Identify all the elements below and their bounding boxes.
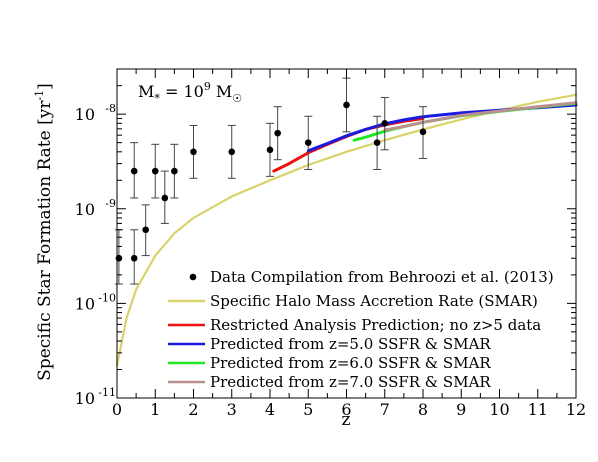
legend-label-smar: Specific Halo Mass Accretion Rate (SMAR) <box>210 292 538 310</box>
legend-label-z6: Predicted from z=6.0 SSFR & SMAR <box>210 354 491 372</box>
data-point <box>151 167 159 175</box>
x-tick-label: 12 <box>566 400 586 419</box>
annotation-exponent: 9 <box>204 80 211 93</box>
y-tick-label: 10 -10 <box>75 291 116 313</box>
y-axis-label-main: Specific Star Formation Rate [yr <box>35 100 55 381</box>
stellar-mass-annotation: M* = 109 M☉ <box>138 80 242 105</box>
data-point <box>142 226 149 234</box>
y-tick-label-exponent: -9 <box>105 197 116 210</box>
x-tick-label: 4 <box>265 400 275 419</box>
annotation-equals: = 10 <box>160 82 204 101</box>
x-tick-label: 6 <box>341 400 351 419</box>
y-tick-label-base: 10 <box>75 105 95 124</box>
data-point <box>381 120 389 127</box>
y-tick-label-exponent: -10 <box>98 291 116 304</box>
x-tick-label: 9 <box>456 400 466 419</box>
data-point <box>130 167 138 175</box>
y-tick-label-exponent: -11 <box>98 386 116 399</box>
x-tick-label: 7 <box>380 400 390 419</box>
annotation-msun: M <box>211 82 232 101</box>
x-tick-label: 5 <box>303 400 313 419</box>
annotation-m: M <box>138 82 154 101</box>
x-tick-label: 8 <box>418 400 428 419</box>
x-tick-label: 3 <box>227 400 237 419</box>
y-tick-label-base: 10 <box>75 294 95 313</box>
data-point <box>161 194 169 202</box>
y-axis-label-close: ] <box>35 83 55 90</box>
data-point <box>343 101 350 109</box>
y-tick-label: 10 -8 <box>75 102 116 124</box>
y-axis-label-exponent: -1 <box>33 90 46 101</box>
data-point <box>130 254 138 262</box>
x-tick-label: 2 <box>188 400 198 419</box>
data-point <box>274 129 281 137</box>
annotation-sun-subscript: ☉ <box>232 92 242 105</box>
data-point <box>266 146 274 154</box>
data-point <box>171 167 178 175</box>
legend-label-data: Data Compilation from Behroozi et al. (2… <box>210 268 554 286</box>
x-tick-label: 0 <box>112 400 122 419</box>
y-tick-label-exponent: -8 <box>105 102 116 115</box>
x-tick-label: 11 <box>528 400 548 419</box>
y-tick-label: 10 -11 <box>75 386 116 408</box>
data-point <box>228 148 236 156</box>
y-axis-label: Specific Star Formation Rate [yr-1] <box>33 83 55 381</box>
legend-marker-data <box>189 273 197 281</box>
data-point <box>419 128 427 136</box>
y-tick-label-base: 10 <box>75 389 95 408</box>
legend: Data Compilation from Behroozi et al. (2… <box>168 268 554 391</box>
annotation-m-subscript: * <box>154 92 160 105</box>
series-line-z7 <box>383 101 578 132</box>
data-point <box>190 148 197 156</box>
data-point <box>304 139 312 146</box>
x-tick-label: 10 <box>489 400 509 419</box>
legend-label-z7: Predicted from z=7.0 SSFR & SMAR <box>210 373 491 391</box>
y-tick-label: 10 -9 <box>75 197 116 219</box>
data-point <box>373 139 381 146</box>
x-axis-label: z <box>342 410 351 430</box>
y-tick-label-base: 10 <box>75 200 95 219</box>
legend-label-restricted: Restricted Analysis Prediction; no z>5 d… <box>210 316 541 334</box>
x-tick-label: 1 <box>150 400 160 419</box>
legend-label-z5: Predicted from z=5.0 SSFR & SMAR <box>210 335 491 353</box>
